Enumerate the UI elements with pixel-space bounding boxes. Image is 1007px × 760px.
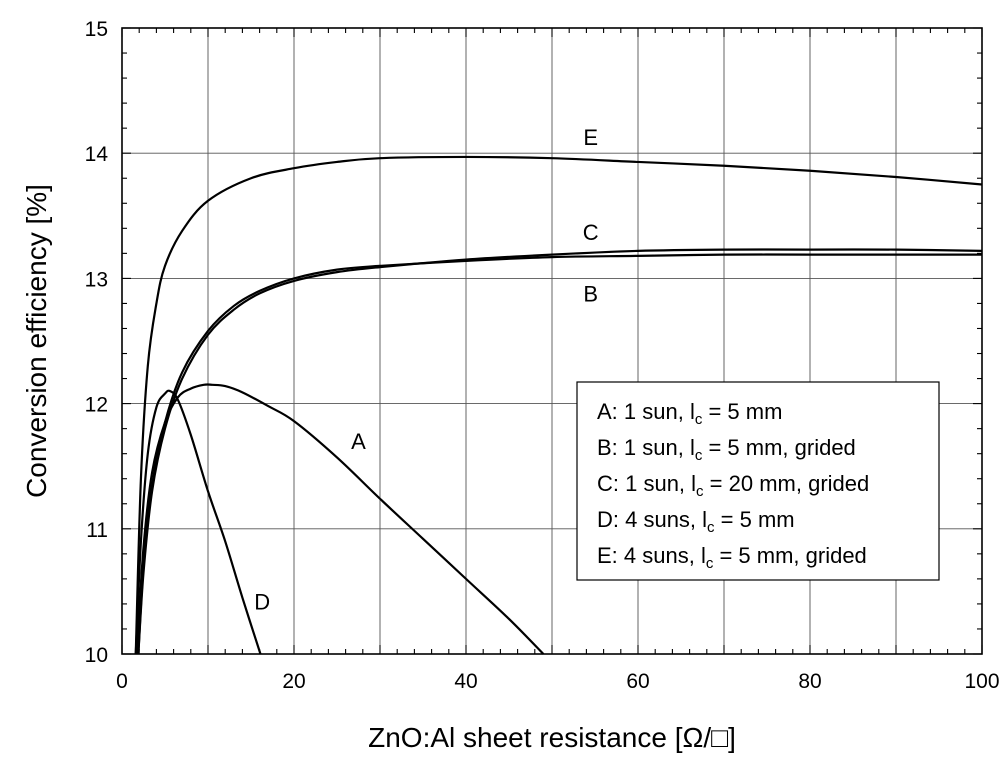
curve-labels: A B C D E <box>254 125 599 614</box>
legend-box <box>576 381 940 581</box>
curve-E <box>134 155 983 655</box>
x-tick-labels: 0 20 40 60 80 100 <box>116 670 999 693</box>
legend: A: 1 sun, lc = 5 mm B: 1 sun, lc = 5 mm, … <box>576 381 940 581</box>
y-tick-label: 12 <box>85 394 108 417</box>
x-tick-label: 40 <box>454 670 477 693</box>
curves-group <box>134 155 983 655</box>
legend-entry: A: 1 sun, lc = 5 mm <box>597 399 782 428</box>
curve-C <box>137 248 983 655</box>
y-tick-label: 13 <box>85 268 108 291</box>
y-tick-label: 15 <box>85 18 108 41</box>
x-axis-title: ZnO:Al sheet resistance [Ω/□] <box>368 722 736 753</box>
curve-label-E: E <box>583 125 598 150</box>
legend-entry: D: 4 suns, lc = 5 mm <box>597 507 795 536</box>
legend-entry: C: 1 sun, lc = 20 mm, grided <box>597 471 869 500</box>
y-tick-labels: 10 11 12 13 14 15 <box>85 18 109 667</box>
curve-B <box>137 253 982 655</box>
curve-D <box>134 389 262 655</box>
curve-label-D: D <box>254 589 270 614</box>
y-axis-title: Conversion efficiency [%] <box>21 184 52 498</box>
x-tick-label: 100 <box>964 670 999 693</box>
legend-entry: E: 4 suns, lc = 5 mm, grided <box>597 543 867 572</box>
curve-label-B: B <box>583 281 598 306</box>
y-tick-label: 11 <box>86 519 108 542</box>
y-tick-label: 14 <box>85 143 109 166</box>
y-tick-label: 10 <box>85 644 108 667</box>
curve-A <box>135 383 545 655</box>
curve-label-C: C <box>583 220 599 245</box>
curve-label-A: A <box>351 429 366 454</box>
legend-entry: B: 1 sun, lc = 5 mm, grided <box>597 435 856 464</box>
x-tick-label: 20 <box>282 670 305 693</box>
tick-marks <box>121 27 983 655</box>
x-tick-label: 0 <box>116 670 128 693</box>
x-tick-label: 60 <box>626 670 649 693</box>
x-tick-label: 80 <box>798 670 821 693</box>
